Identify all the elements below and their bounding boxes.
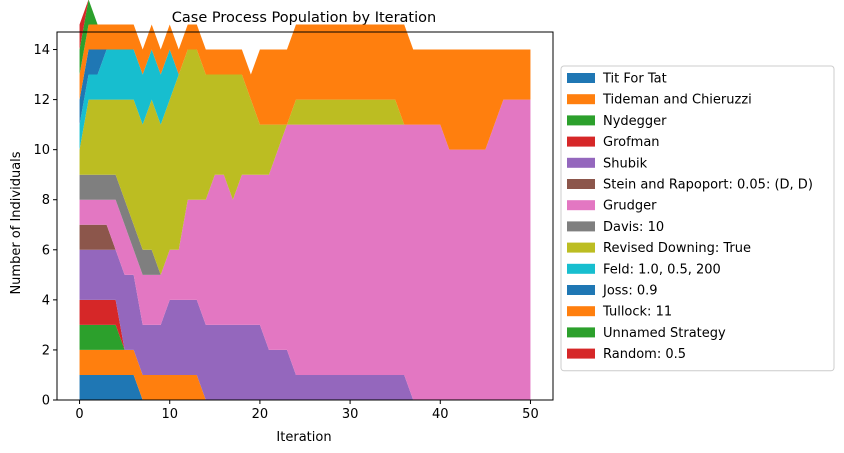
x-tick-label: 50	[522, 407, 539, 422]
area-shubik	[79, 249, 531, 400]
x-tick-label: 40	[432, 407, 449, 422]
area-grudger	[79, 99, 531, 400]
legend-swatch-revised-downing-true	[567, 242, 595, 253]
plot-frame	[56, 31, 554, 401]
legend-label-revised-downing-true: Revised Downing: True	[603, 241, 751, 256]
chart-title: Case Process Population by Iteration	[172, 10, 436, 26]
legend-box	[560, 65, 835, 372]
legend-label-davis-10: Davis: 10	[603, 220, 664, 235]
legend-swatch-grofman	[567, 136, 595, 147]
y-tick-label: 10	[33, 143, 50, 158]
y-tick-label: 4	[42, 293, 50, 308]
y-tick-label: 6	[42, 243, 50, 258]
legend: Tit For Tat Tideman and Chieruzzi Nydegger…	[560, 65, 835, 372]
legend-swatch-feld-1-0-0-5-200	[567, 263, 595, 274]
area-feld-1-0-0-5-200	[79, 49, 531, 150]
legend-swatch-davis-10	[567, 221, 595, 232]
legend-label-random-0-5: Random: 0.5	[603, 347, 686, 362]
legend-swatch-grudger	[567, 200, 595, 211]
legend-swatch-random-0-5	[567, 348, 595, 359]
y-tick-label: 0	[42, 394, 50, 409]
legend-label-grofman: Grofman	[603, 135, 660, 150]
legend-label-tideman-and-chieruzzi: Tideman and Chieruzzi	[602, 93, 752, 108]
legend-swatch-shubik	[567, 157, 595, 168]
x-axis-label: Iteration	[276, 430, 331, 445]
legend-swatch-tit-for-tat	[567, 73, 595, 83]
legend-label-feld-1-0-0-5-200: Feld: 1.0, 0.5, 200	[603, 262, 721, 277]
x-tick-label: 20	[252, 407, 269, 422]
area-tit-for-tat	[79, 374, 531, 400]
y-tick-label: 8	[42, 193, 50, 208]
y-tick-label: 14	[33, 43, 50, 58]
y-axis-label: Number of Individuals	[9, 151, 24, 294]
x-tick-label: 30	[342, 407, 359, 422]
legend-label-joss-0-9: Joss: 0.9	[602, 284, 658, 299]
x-tick-label: 0	[75, 407, 83, 422]
legend-label-unnamed-strategy: Unnamed Strategy	[603, 326, 726, 341]
legend-label-nydegger: Nydegger	[603, 114, 667, 129]
area-tideman-and-chieruzzi	[79, 349, 531, 400]
legend-swatch-stein-and-rapoport-0-05-d-d	[567, 179, 595, 189]
legend-swatch-unnamed-strategy	[567, 327, 595, 338]
axes: 0 10 20 30 40 50 0 2 4 6 8 10 12 14	[33, 31, 554, 422]
legend-label-tullock-11: Tullock: 11	[602, 305, 672, 320]
x-tick-label: 10	[161, 407, 178, 422]
y-tick-label: 2	[42, 343, 50, 358]
area-tullock-11	[79, 24, 531, 150]
legend-label-shubik: Shubik	[603, 156, 648, 171]
legend-swatch-joss-0-9	[567, 285, 595, 295]
legend-label-grudger: Grudger	[603, 199, 657, 214]
legend-swatch-nydegger	[567, 115, 595, 126]
area-layers	[79, 0, 531, 400]
y-tick-label: 12	[33, 93, 50, 108]
area-revised-downing-true	[79, 49, 531, 275]
legend-label-tit-for-tat: Tit For Tat	[602, 72, 667, 87]
legend-label-stein-and-rapoport-0-05-d-d: Stein and Rapoport: 0.05: (D, D)	[603, 178, 813, 193]
legend-swatch-tideman-and-chieruzzi	[567, 94, 595, 105]
legend-swatch-tullock-11	[567, 306, 595, 317]
